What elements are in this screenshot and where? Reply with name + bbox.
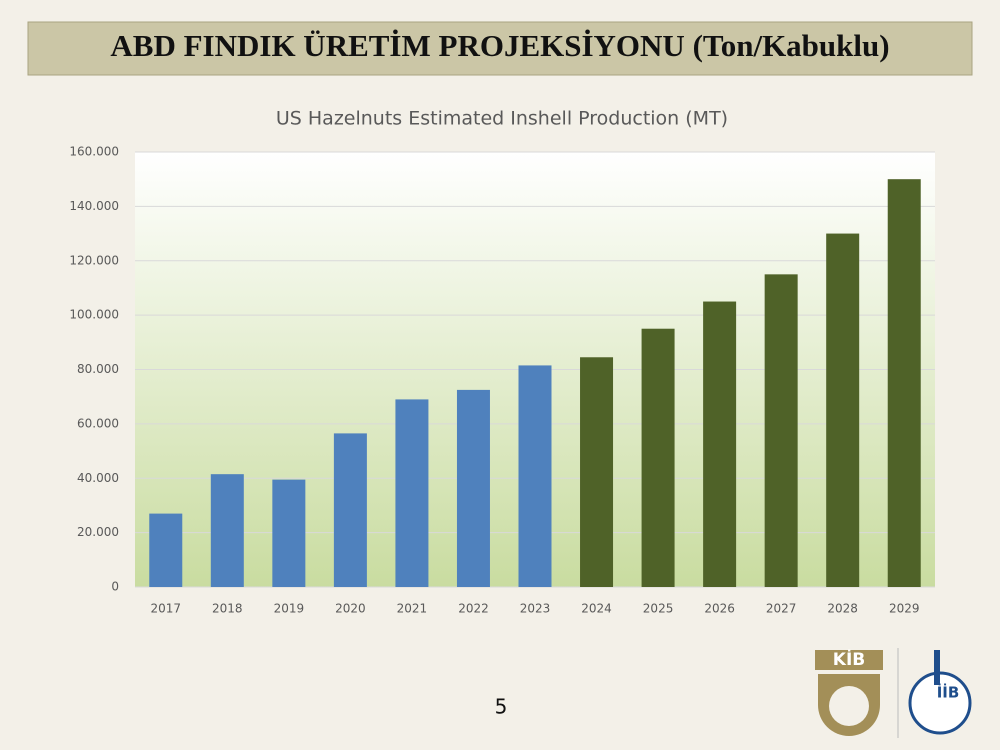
y-tick-label: 160.000 [69, 145, 119, 159]
x-tick-label: 2021 [397, 602, 428, 616]
logo-bar [815, 650, 883, 670]
y-tick-label: 40.000 [77, 471, 119, 485]
logo-tower [934, 650, 940, 685]
x-tick-label: 2028 [827, 602, 858, 616]
bar [149, 513, 183, 587]
logo-text: KİB [833, 648, 865, 670]
bar [333, 433, 367, 587]
bar [826, 233, 860, 587]
y-tick-label: 140.000 [69, 199, 119, 213]
bar [887, 179, 921, 587]
x-tick-label: 2022 [458, 602, 489, 616]
y-tick-label: 80.000 [77, 362, 119, 376]
y-tick-label: 100.000 [69, 308, 119, 322]
bar [456, 389, 490, 587]
y-tick-label: 60.000 [77, 416, 119, 430]
logo-hole [829, 686, 869, 726]
bar [703, 301, 737, 587]
y-tick-label: 20.000 [77, 525, 119, 539]
y-tick-label: 120.000 [69, 253, 119, 267]
plot: 0 20.000 40.000 60.000 80.000 100.000 120.000 1… [69, 145, 935, 616]
x-tick-label: 2024 [581, 602, 612, 616]
page-number: 5 [495, 695, 508, 719]
logo-kib: KİB [815, 648, 883, 736]
x-tick-label: 2017 [150, 602, 181, 616]
x-tick-label: 2020 [335, 602, 366, 616]
x-tick-label: 2027 [766, 602, 797, 616]
bar [580, 357, 614, 587]
logo-text: İİB [937, 683, 960, 702]
x-tick-label: 2023 [520, 602, 551, 616]
bar [395, 399, 429, 587]
bar [641, 328, 675, 587]
title-banner [27, 21, 973, 76]
x-tick-label: 2025 [643, 602, 674, 616]
logo-iib: İİB [908, 650, 972, 735]
x-tick-label: 2018 [212, 602, 243, 616]
bar [210, 474, 244, 587]
x-tick-label: 2019 [274, 602, 305, 616]
bar [518, 365, 552, 587]
chart-title: US Hazelnuts Estimated Inshell Productio… [276, 108, 728, 130]
bar [272, 479, 306, 587]
x-tick-label: 2029 [889, 602, 920, 616]
slide-title: ABD FINDIK ÜRETİM PROJEKSİYONU (Ton/Kabu… [110, 28, 889, 63]
x-tick-label: 2026 [704, 602, 735, 616]
bar [764, 274, 798, 587]
y-tick-label: 0 [111, 580, 119, 594]
